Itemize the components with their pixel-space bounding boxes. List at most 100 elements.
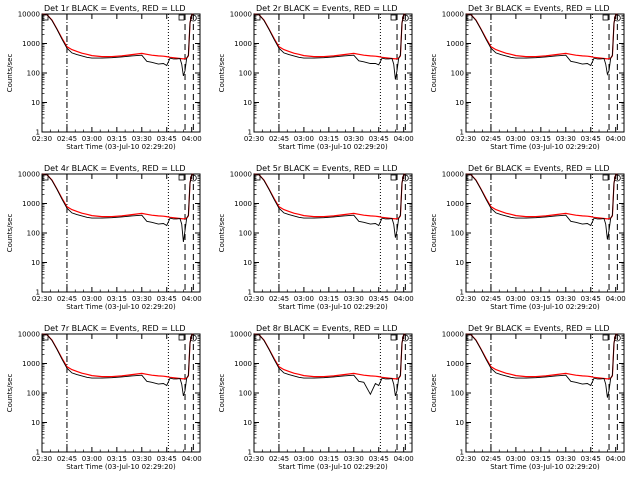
series-events-line	[253, 173, 406, 238]
series-lld-line	[253, 13, 406, 60]
series-events-line	[41, 333, 194, 397]
series-lld-line	[465, 13, 618, 60]
y-tick-label: 100	[239, 390, 252, 398]
end-marker-circle	[401, 174, 409, 182]
end-marker-circle	[613, 14, 621, 22]
series-lld-line	[465, 173, 618, 220]
x-tick-label: 04:00	[182, 135, 202, 143]
panel-det-8: Det 8r BLACK = Events, RED = LLD 1 10 100 10…	[218, 324, 414, 471]
marker-square	[602, 14, 609, 21]
y-axis-label: Counts/sec	[6, 214, 14, 253]
x-tick-label: 02:45	[481, 295, 501, 303]
plot-frame	[253, 333, 413, 453]
y-tick-label: 1000	[446, 360, 464, 368]
series-events-line	[465, 13, 618, 76]
y-tick-label: 1	[36, 449, 40, 457]
y-tick-label: 100	[27, 230, 40, 238]
end-marker-circle	[189, 14, 197, 22]
end-marker-circle	[189, 174, 197, 182]
panel-det-7: Det 7r BLACK = Events, RED = LLD 1 10 100 10…	[6, 324, 202, 471]
x-tick-label: 03:15	[107, 295, 127, 303]
panel-det-6: Det 6r BLACK = Events, RED = LLD 1 10 100 10…	[430, 164, 626, 311]
x-tick-label: 03:15	[107, 135, 127, 143]
y-tick-label: 100	[27, 70, 40, 78]
x-tick-label: 04:00	[394, 295, 414, 303]
panel-title: Det 7r BLACK = Events, RED = LLD	[44, 324, 186, 333]
y-tick-label: 100	[451, 390, 464, 398]
y-tick-label: 1	[460, 289, 464, 297]
x-tick-label: 03:15	[319, 455, 339, 463]
y-tick-label: 1000	[446, 40, 464, 48]
x-tick-label: 03:15	[319, 135, 339, 143]
y-axis-label: Counts/sec	[218, 214, 226, 253]
x-tick-label: 02:30	[456, 135, 476, 143]
x-tick-label: 02:45	[481, 135, 501, 143]
series-events-line	[41, 173, 194, 242]
x-axis-label: Start Time (03-Jul-10 02:29:20)	[66, 463, 176, 471]
panel-title: Det 9r BLACK = Events, RED = LLD	[468, 324, 610, 333]
x-tick-label: 03:45	[157, 135, 177, 143]
x-tick-label: 03:00	[82, 295, 102, 303]
x-tick-label: 03:30	[344, 135, 364, 143]
x-tick-label: 03:45	[581, 295, 601, 303]
x-tick-label: 03:00	[294, 455, 314, 463]
x-tick-label: 04:00	[182, 295, 202, 303]
x-tick-label: 03:15	[319, 295, 339, 303]
x-tick-label: 04:00	[606, 295, 626, 303]
y-axis-label: Counts/sec	[218, 54, 226, 93]
marker-square	[178, 14, 185, 21]
plot-frame	[41, 333, 201, 453]
series-lld-line	[253, 333, 406, 380]
x-tick-label: 03:30	[556, 135, 576, 143]
y-tick-label: 10	[31, 99, 40, 107]
series-lld-line	[41, 333, 194, 380]
panel-title: Det 8r BLACK = Events, RED = LLD	[256, 324, 398, 333]
y-tick-label: 10000	[230, 171, 252, 179]
end-marker-circle	[189, 334, 197, 342]
y-tick-label: 1	[248, 289, 252, 297]
x-tick-label: 03:30	[132, 295, 152, 303]
x-tick-label: 02:30	[32, 295, 52, 303]
x-tick-label: 02:30	[456, 295, 476, 303]
x-tick-label: 03:45	[157, 455, 177, 463]
x-tick-label: 02:45	[57, 295, 77, 303]
x-tick-label: 03:45	[369, 455, 389, 463]
y-tick-label: 1	[248, 449, 252, 457]
y-tick-label: 10000	[18, 331, 40, 339]
end-marker-circle	[613, 174, 621, 182]
series-lld-line	[41, 13, 194, 60]
marker-square	[390, 334, 397, 341]
y-axis-label: Counts/sec	[218, 374, 226, 413]
y-axis-label: Counts/sec	[430, 214, 438, 253]
series-events-line	[465, 333, 618, 398]
y-tick-label: 1	[460, 449, 464, 457]
y-tick-label: 10000	[442, 171, 464, 179]
x-tick-label: 02:30	[32, 455, 52, 463]
plot-frame	[41, 13, 201, 133]
panel-det-4: Det 4r BLACK = Events, RED = LLD 1 10 100 10…	[6, 164, 202, 311]
x-tick-label: 02:30	[244, 455, 264, 463]
y-tick-label: 1000	[22, 200, 40, 208]
y-tick-label: 1	[36, 129, 40, 137]
x-tick-label: 04:00	[182, 455, 202, 463]
x-tick-label: 02:30	[32, 135, 52, 143]
x-tick-label: 02:30	[244, 135, 264, 143]
x-tick-label: 02:45	[269, 455, 289, 463]
y-tick-label: 100	[239, 70, 252, 78]
x-tick-label: 03:30	[556, 455, 576, 463]
y-tick-label: 10000	[18, 11, 40, 19]
y-axis-label: Counts/sec	[430, 54, 438, 93]
x-axis-label: Start Time (03-Jul-10 02:29:20)	[66, 143, 176, 151]
plot-frame	[253, 13, 413, 133]
plot-frame	[465, 333, 625, 453]
marker-square	[602, 334, 609, 341]
plot-frame	[465, 13, 625, 133]
x-tick-label: 03:00	[294, 135, 314, 143]
y-tick-label: 10	[31, 259, 40, 267]
x-tick-label: 03:15	[531, 455, 551, 463]
y-tick-label: 100	[451, 230, 464, 238]
y-tick-label: 100	[239, 230, 252, 238]
panel-det-5: Det 5r BLACK = Events, RED = LLD 1 10 100 10…	[218, 164, 414, 311]
y-tick-label: 1	[36, 289, 40, 297]
